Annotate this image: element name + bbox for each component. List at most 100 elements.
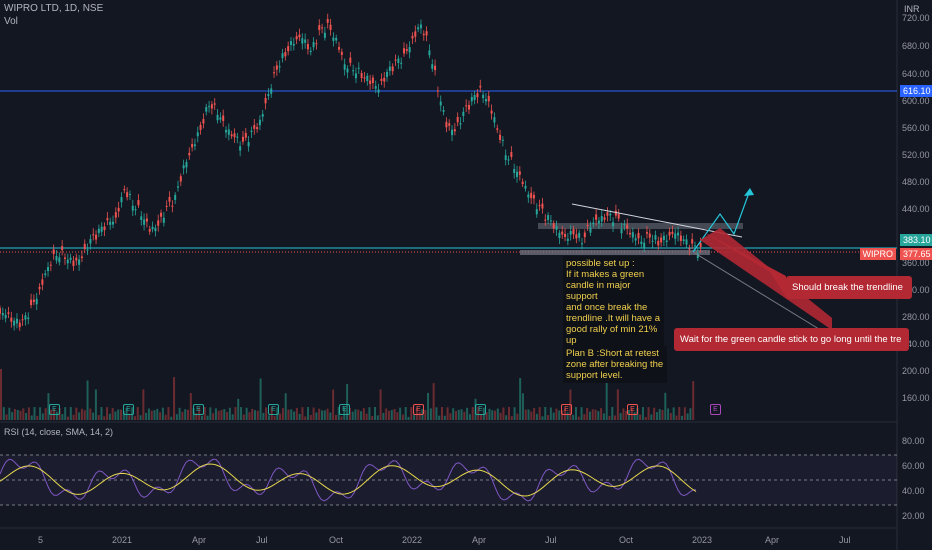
volume-bar bbox=[441, 407, 444, 420]
candle-body bbox=[18, 322, 21, 328]
earnings-event-icon[interactable]: E bbox=[627, 404, 638, 415]
volume-bar bbox=[393, 408, 396, 420]
symbol-title[interactable]: WIPRO LTD, 1D, NSE bbox=[4, 3, 104, 14]
volume-bar bbox=[136, 407, 139, 420]
candle-body bbox=[482, 94, 485, 99]
candle-body bbox=[298, 34, 301, 38]
earnings-event-icon[interactable]: E bbox=[339, 404, 350, 415]
candle-body bbox=[89, 239, 92, 244]
volume-bar bbox=[348, 407, 351, 420]
volume-bar bbox=[480, 414, 483, 420]
price-axis-label: 160.00 bbox=[902, 393, 930, 403]
volume-bar bbox=[340, 416, 343, 420]
candle-body bbox=[612, 222, 615, 227]
plan-b-note[interactable]: Plan B :Short at retest zone after break… bbox=[563, 346, 667, 383]
earnings-event-icon[interactable]: E bbox=[268, 404, 279, 415]
candle-body bbox=[467, 104, 470, 110]
candle-body bbox=[329, 24, 332, 30]
volume-bar bbox=[404, 407, 407, 420]
candle-body bbox=[665, 240, 668, 243]
candle-body bbox=[13, 320, 16, 326]
earnings-event-icon[interactable]: E bbox=[123, 404, 134, 415]
volume-bar bbox=[482, 407, 485, 420]
earnings-event-icon[interactable]: E bbox=[193, 404, 204, 415]
setup-line: good rally of min 21% up bbox=[566, 324, 658, 346]
candle-body bbox=[518, 171, 521, 175]
candle-body bbox=[513, 168, 516, 173]
candle-body bbox=[504, 155, 507, 160]
rsi-label[interactable]: RSI (14, close, SMA, 14, 2) bbox=[4, 427, 114, 437]
volume-bar bbox=[427, 392, 430, 420]
volume-bar bbox=[410, 407, 413, 420]
volume-bar bbox=[655, 412, 658, 420]
candle-body bbox=[397, 58, 400, 63]
volume-bar bbox=[64, 407, 67, 420]
volume-bar bbox=[547, 415, 550, 420]
volume-bar bbox=[270, 407, 273, 420]
volume-bar bbox=[287, 409, 290, 420]
candle-body bbox=[86, 249, 89, 251]
candle-body bbox=[185, 162, 188, 168]
candle-body bbox=[289, 41, 292, 45]
candle-body bbox=[182, 165, 185, 169]
candle-body bbox=[241, 136, 244, 142]
volume-bar bbox=[452, 408, 455, 420]
earnings-event-icon[interactable]: E bbox=[49, 404, 60, 415]
setup-line: possible set up : bbox=[566, 258, 635, 269]
candle-body bbox=[459, 123, 462, 125]
candle-body bbox=[227, 129, 230, 135]
earnings-event-icon[interactable]: E bbox=[710, 404, 721, 415]
volume-bar bbox=[619, 413, 622, 420]
volume-bar bbox=[159, 412, 162, 420]
volume-bar bbox=[460, 409, 463, 420]
candle-body bbox=[623, 223, 626, 225]
volume-bar bbox=[55, 411, 58, 420]
candle-body bbox=[629, 232, 632, 235]
volume-bar bbox=[574, 407, 577, 420]
candle-body bbox=[284, 52, 287, 57]
candle-body bbox=[606, 212, 609, 216]
earnings-event-icon[interactable]: E bbox=[413, 404, 424, 415]
volume-bar bbox=[108, 413, 111, 420]
volume-bar bbox=[223, 409, 226, 420]
support-zone bbox=[520, 250, 710, 255]
candle-body bbox=[188, 152, 191, 156]
volume-bar bbox=[139, 415, 142, 420]
candle-body bbox=[58, 257, 61, 263]
volume-bar bbox=[351, 411, 354, 420]
volume-bar bbox=[117, 409, 120, 420]
candle-body bbox=[456, 117, 459, 123]
plan-b-line: support level. bbox=[566, 370, 623, 381]
candle-body bbox=[442, 110, 445, 112]
earnings-event-icon[interactable]: E bbox=[475, 404, 486, 415]
candle-body bbox=[32, 299, 35, 302]
candle-body bbox=[219, 117, 222, 120]
resistance-price-tag: 616.10 bbox=[900, 85, 932, 97]
volume-bar bbox=[488, 408, 491, 420]
volume-bar bbox=[206, 415, 209, 420]
candle-body bbox=[52, 249, 55, 254]
candle-body bbox=[487, 95, 490, 102]
green-candle-callout[interactable]: Wait for the green candle stick to go lo… bbox=[674, 328, 909, 351]
volume-bar bbox=[47, 393, 50, 420]
volume-bar bbox=[622, 408, 625, 420]
candle-body bbox=[216, 114, 219, 121]
candle-body bbox=[222, 115, 225, 121]
volume-bar bbox=[390, 410, 393, 420]
candle-body bbox=[408, 47, 411, 53]
setup-note[interactable]: possible set up : If it makes a green ca… bbox=[563, 256, 664, 348]
candle-body bbox=[479, 85, 482, 88]
candle-body bbox=[27, 317, 30, 320]
candle-body bbox=[510, 152, 513, 157]
candle-body bbox=[445, 121, 448, 128]
candle-body bbox=[123, 189, 126, 191]
volume-bar bbox=[122, 411, 125, 420]
trendline-callout[interactable]: Should break the trendline bbox=[786, 276, 912, 299]
earnings-event-icon[interactable]: E bbox=[561, 404, 572, 415]
candle-body bbox=[267, 94, 270, 96]
time-axis-label: 2021 bbox=[112, 535, 133, 545]
candle-body bbox=[357, 67, 360, 69]
volume-bar bbox=[245, 407, 248, 420]
candle-body bbox=[414, 31, 417, 37]
